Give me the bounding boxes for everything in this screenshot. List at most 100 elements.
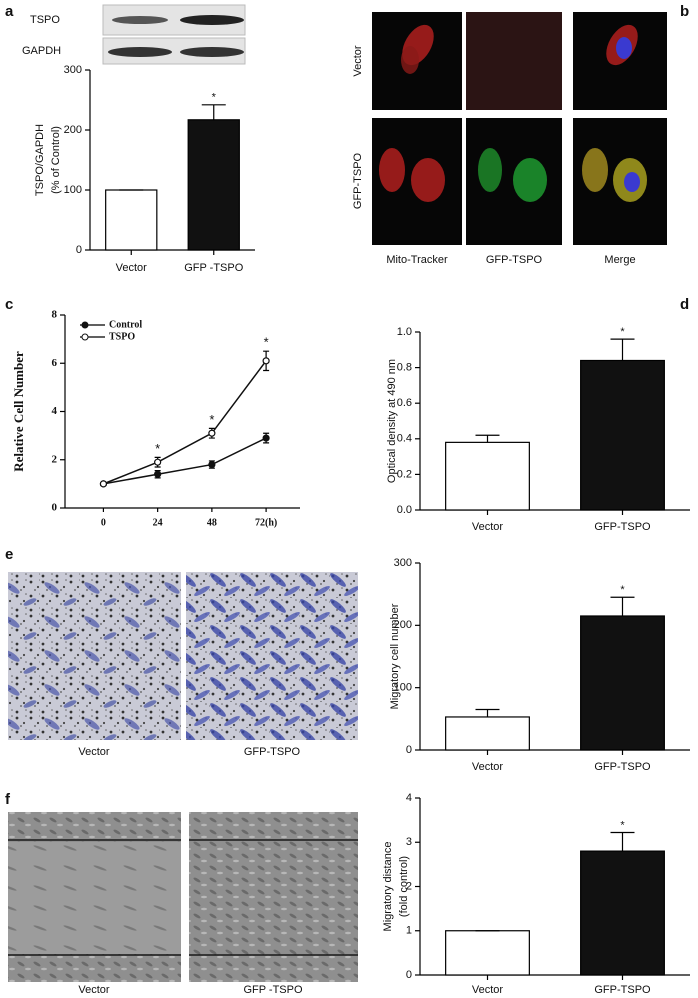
image-caption: Vector — [78, 984, 110, 996]
image-caption: Vector — [78, 746, 110, 758]
bar — [580, 850, 665, 976]
nucleus — [624, 172, 640, 192]
y-tick-label: 0 — [406, 969, 412, 981]
y-axis-label: Migratory distance — [382, 842, 394, 932]
x-tick-label: Vector — [472, 521, 504, 533]
y-tick-label: 0.2 — [397, 468, 412, 480]
transwell-image — [8, 572, 181, 740]
column-label: Merge — [604, 254, 635, 266]
y-tick-label: 0.6 — [397, 397, 412, 409]
y-tick-label: 2 — [52, 453, 58, 465]
bar — [580, 359, 665, 511]
y-axis-label: (fold control) — [398, 856, 410, 917]
bar — [105, 189, 158, 251]
y-tick-label: 0.0 — [397, 504, 412, 516]
panel-letter: f — [5, 791, 11, 808]
x-tick-label: 24 — [153, 517, 163, 528]
marker — [208, 429, 216, 437]
y-tick-label: 200 — [64, 124, 82, 136]
marker — [99, 480, 108, 488]
annotation: * — [212, 92, 217, 104]
x-tick-label: 72(h) — [255, 517, 277, 528]
marker — [262, 434, 270, 442]
annotation: * — [620, 819, 625, 831]
annotation: * — [620, 326, 625, 338]
panel-letter: d — [680, 296, 689, 313]
wound-gap — [189, 842, 358, 954]
wound-gap — [8, 842, 181, 954]
line — [103, 360, 267, 485]
blot-band — [180, 47, 244, 57]
y-tick-label: 4 — [406, 792, 412, 804]
error-bar — [475, 434, 500, 443]
bar — [445, 716, 530, 751]
y-tick-label: 200 — [394, 619, 412, 631]
y-tick-label: 1 — [406, 925, 412, 937]
panel-letter: a — [5, 3, 14, 20]
panel-letter: b — [680, 3, 689, 20]
x-tick-label: GFP-TSPO — [594, 521, 651, 533]
y-tick-label: 2 — [406, 880, 412, 892]
annotation: * — [264, 335, 269, 350]
y-tick-label: 3 — [406, 836, 412, 848]
cell — [582, 148, 608, 192]
x-tick-label: 48 — [207, 517, 217, 528]
annotation: * — [155, 441, 160, 456]
legend-label: Control — [109, 319, 142, 330]
cell — [401, 46, 419, 74]
y-axis-label: Optical density at 490 nm — [386, 359, 398, 483]
legend-marker — [81, 321, 89, 329]
bar — [580, 615, 665, 751]
image-caption: GFP -TSPO — [243, 984, 303, 996]
panel-letter: c — [5, 296, 13, 313]
error-bar — [475, 708, 500, 717]
bar — [445, 930, 530, 976]
y-tick-label: 300 — [394, 557, 412, 569]
y-tick-label: 1.0 — [397, 326, 412, 338]
y-tick-label: 6 — [52, 357, 58, 369]
blot-band — [180, 15, 244, 25]
x-tick-label: GFP-TSPO — [594, 984, 651, 996]
y-axis-label: Migratory cell number — [389, 603, 401, 709]
nucleus — [616, 37, 632, 59]
bar — [187, 119, 240, 251]
line — [103, 437, 267, 485]
cell — [478, 148, 502, 192]
cell — [411, 158, 445, 202]
y-tick-label: 300 — [64, 64, 82, 76]
y-axis-label: (% of Control) — [50, 126, 62, 194]
column-label: Mito-Tracker — [386, 254, 448, 266]
micro-image — [466, 12, 562, 110]
blot-band — [112, 16, 168, 24]
marker — [262, 357, 270, 365]
error-bar — [610, 831, 635, 852]
cell — [513, 158, 547, 202]
y-tick-label: 4 — [52, 405, 58, 417]
marker — [154, 458, 162, 466]
annotation: * — [620, 584, 625, 596]
error-bar — [610, 596, 635, 616]
y-tick-label: 0.4 — [397, 433, 412, 445]
annotation: * — [209, 412, 214, 427]
error-bar — [610, 338, 635, 361]
y-tick-label: 8 — [52, 309, 58, 321]
cell — [379, 148, 405, 192]
column-label: GFP-TSPO — [486, 254, 543, 266]
y-axis-label: Relative Cell Number — [11, 351, 26, 472]
marker — [154, 470, 162, 478]
y-tick-label: 0.8 — [397, 362, 412, 374]
blot-label: TSPO — [30, 14, 60, 26]
panel-letter: e — [5, 546, 13, 563]
image-caption: GFP-TSPO — [244, 746, 301, 758]
marker — [208, 460, 216, 469]
blot-band — [108, 47, 172, 57]
microscopy-grid — [372, 12, 667, 245]
y-axis-label: TSPO/GAPDH — [34, 124, 46, 196]
row-label: Vector — [352, 45, 364, 77]
x-tick-label: Vector — [472, 761, 504, 773]
y-tick-label: 100 — [64, 184, 82, 196]
blot-label: GAPDH — [22, 45, 61, 57]
y-tick-label: 0 — [406, 744, 412, 756]
x-tick-label: GFP -TSPO — [184, 262, 244, 274]
